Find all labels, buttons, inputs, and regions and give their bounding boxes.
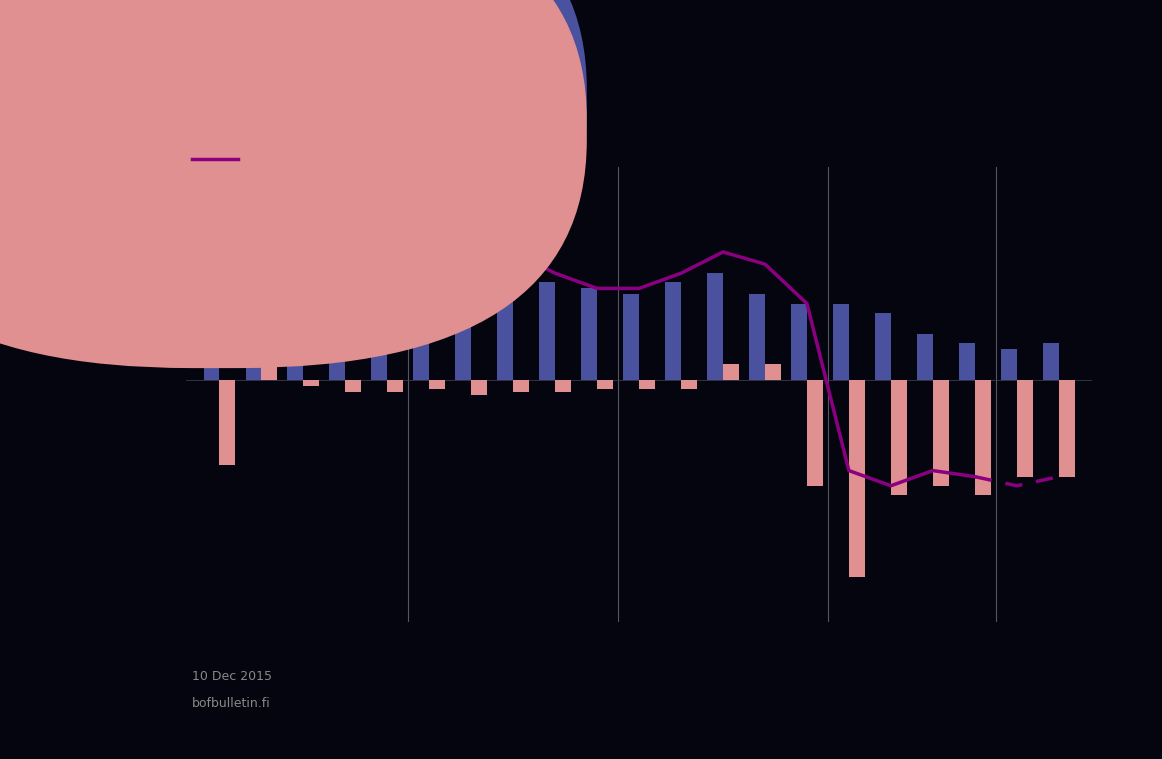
Bar bbox=[555, 380, 571, 392]
Bar bbox=[975, 380, 991, 495]
Bar bbox=[456, 288, 472, 380]
Bar bbox=[639, 380, 655, 389]
Text: 10 Dec 2015: 10 Dec 2015 bbox=[192, 670, 272, 683]
Bar bbox=[1017, 380, 1033, 477]
Bar bbox=[597, 380, 614, 389]
Bar bbox=[723, 364, 739, 380]
Text: bofbulletin.fi: bofbulletin.fi bbox=[192, 697, 271, 710]
Bar bbox=[681, 380, 697, 389]
Bar bbox=[203, 313, 220, 380]
Bar bbox=[287, 294, 303, 380]
Bar bbox=[917, 334, 933, 380]
Bar bbox=[749, 294, 765, 380]
Bar bbox=[414, 319, 429, 380]
Bar bbox=[497, 273, 514, 380]
Bar bbox=[791, 304, 806, 380]
Bar bbox=[345, 380, 361, 392]
Bar bbox=[959, 343, 975, 380]
Bar bbox=[539, 282, 555, 380]
Bar bbox=[665, 282, 681, 380]
Bar bbox=[875, 313, 891, 380]
Bar bbox=[329, 319, 345, 380]
Bar bbox=[372, 325, 387, 380]
Bar bbox=[1000, 349, 1017, 380]
Bar bbox=[623, 294, 639, 380]
Bar bbox=[387, 380, 403, 392]
Bar bbox=[1059, 380, 1075, 477]
Bar bbox=[933, 380, 948, 486]
Bar bbox=[806, 380, 823, 486]
Bar bbox=[765, 364, 781, 380]
Bar bbox=[245, 282, 261, 380]
Bar bbox=[581, 288, 597, 380]
Bar bbox=[706, 273, 723, 380]
Bar bbox=[261, 364, 278, 380]
Bar bbox=[472, 380, 487, 395]
Bar bbox=[429, 380, 445, 389]
Bar bbox=[891, 380, 906, 495]
Bar bbox=[220, 380, 236, 465]
Bar bbox=[1042, 343, 1059, 380]
Bar bbox=[833, 304, 849, 380]
Bar bbox=[514, 380, 529, 392]
Bar bbox=[849, 380, 865, 577]
Bar bbox=[303, 380, 320, 386]
